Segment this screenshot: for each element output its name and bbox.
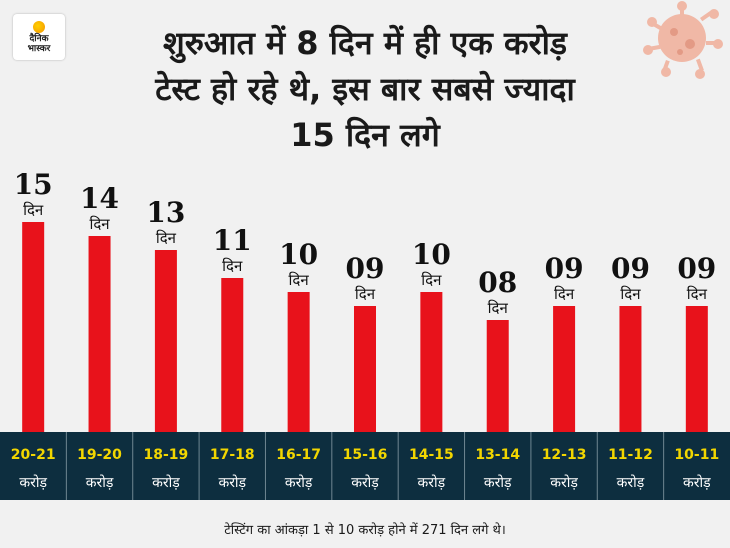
category-unit-label: करोड़ bbox=[550, 474, 578, 491]
sun-icon bbox=[33, 20, 45, 33]
bar-value-label: 08 bbox=[478, 266, 517, 299]
bar-unit-label: दिन bbox=[554, 285, 575, 303]
category-tick-label: 14-15 bbox=[409, 447, 454, 463]
bar bbox=[221, 278, 244, 432]
title-line-3: 15 दिन लगे bbox=[290, 116, 440, 154]
category-unit-label: करोड़ bbox=[152, 474, 180, 491]
coronavirus-icon bbox=[643, 1, 723, 79]
bar-value-label: 09 bbox=[545, 252, 584, 285]
bar bbox=[287, 292, 310, 432]
bar-value-label: 09 bbox=[677, 252, 716, 285]
category-tick-label: 16-17 bbox=[276, 447, 321, 463]
dainik-bhaskar-logo: दैनिक भास्कर bbox=[13, 14, 65, 60]
category-unit-label: करोड़ bbox=[351, 474, 379, 491]
bar-value-label: 15 bbox=[14, 168, 53, 201]
category-axis-band bbox=[0, 432, 730, 500]
category-tick-label: 20-21 bbox=[11, 447, 56, 463]
category-tick-label: 17-18 bbox=[210, 447, 255, 463]
bar bbox=[354, 306, 376, 432]
bar bbox=[88, 236, 111, 432]
bar-unit-label: दिन bbox=[421, 271, 442, 289]
bar-value-label: 14 bbox=[80, 182, 119, 215]
logo-text-line2: भास्कर bbox=[27, 43, 51, 54]
footnote: टेस्टिंग का आंकड़ा 1 से 10 करोड़ होने मे… bbox=[0, 514, 730, 548]
title-line-1: शुरुआत में 8 दिन में ही एक करोड़ bbox=[162, 24, 568, 62]
category-tick-label: 12-13 bbox=[542, 447, 587, 463]
bar-unit-label: दिन bbox=[222, 257, 243, 275]
title-line-2: टेस्ट हो रहे थे, इस बार सबसे ज्यादा bbox=[155, 70, 575, 108]
bar-unit-label: दिन bbox=[620, 285, 641, 303]
bar bbox=[685, 306, 708, 432]
bar-unit-label: दिन bbox=[89, 215, 110, 233]
category-unit-label: करोड़ bbox=[683, 474, 711, 491]
bar-chart: 15दिन20-21करोड़14दिन19-20करोड़13दिन18-19… bbox=[0, 168, 730, 500]
category-tick-label: 19-20 bbox=[77, 447, 122, 463]
category-tick-label: 15-16 bbox=[343, 447, 388, 463]
category-unit-label: करोड़ bbox=[617, 474, 645, 491]
logo-text-line1: दैनिक bbox=[29, 33, 49, 44]
bar-value-label: 09 bbox=[611, 252, 650, 285]
bar bbox=[553, 306, 576, 432]
bar-value-label: 10 bbox=[279, 238, 318, 271]
bar-unit-label: दिन bbox=[687, 285, 708, 303]
bar bbox=[619, 306, 642, 432]
category-unit-label: करोड़ bbox=[484, 474, 512, 491]
category-tick-label: 10-11 bbox=[674, 447, 719, 463]
bar bbox=[22, 222, 45, 432]
bar-value-label: 11 bbox=[213, 224, 252, 257]
category-unit-label: करोड़ bbox=[418, 474, 446, 491]
category-unit-label: करोड़ bbox=[285, 474, 313, 491]
category-tick-label: 18-19 bbox=[144, 447, 189, 463]
category-unit-label: करोड़ bbox=[86, 474, 114, 491]
bar-unit-label: दिन bbox=[23, 201, 44, 219]
category-unit-label: करोड़ bbox=[218, 474, 246, 491]
bar bbox=[420, 292, 443, 432]
bar-value-label: 13 bbox=[146, 196, 185, 229]
bar-value-label: 09 bbox=[346, 252, 385, 285]
category-unit-label: करोड़ bbox=[19, 474, 47, 491]
bar-value-label: 10 bbox=[412, 238, 451, 271]
bar-unit-label: दिन bbox=[355, 285, 376, 303]
bar bbox=[486, 320, 509, 432]
chart-title: शुरुआत में 8 दिन में ही एक करोड़ टेस्ट ह… bbox=[70, 20, 660, 158]
bar-unit-label: दिन bbox=[156, 229, 177, 247]
bar-unit-label: दिन bbox=[289, 271, 310, 289]
category-tick-label: 13-14 bbox=[475, 447, 520, 463]
bar bbox=[154, 250, 177, 432]
bar-unit-label: दिन bbox=[488, 299, 509, 317]
category-tick-label: 11-12 bbox=[608, 447, 653, 463]
